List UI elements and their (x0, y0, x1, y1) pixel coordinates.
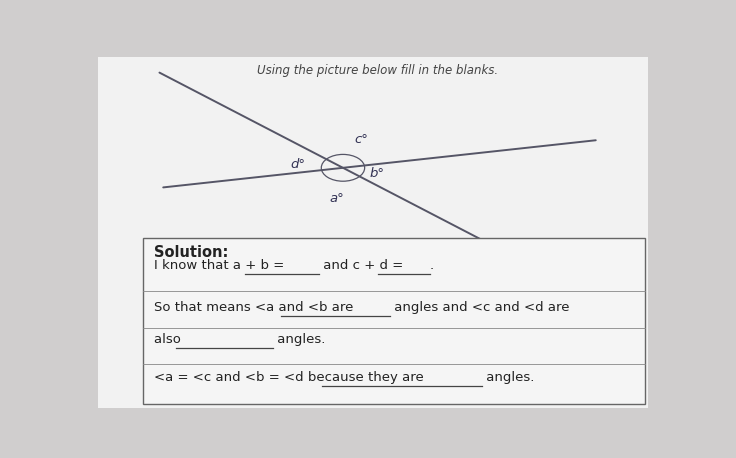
Text: angles.: angles. (273, 333, 326, 346)
Text: .: . (430, 259, 434, 272)
Text: b°: b° (369, 167, 384, 180)
Text: and c + d =: and c + d = (319, 259, 408, 272)
Text: also: also (154, 333, 185, 346)
Text: <a = <c and <b = <d because they are: <a = <c and <b = <d because they are (154, 371, 428, 384)
Text: d°: d° (290, 158, 305, 171)
Text: c°: c° (355, 133, 368, 146)
Text: a°: a° (330, 192, 344, 205)
Text: I know that a + b =: I know that a + b = (154, 259, 288, 272)
Text: So that means <a and <b are: So that means <a and <b are (154, 301, 357, 314)
Text: angles and <c and <d are: angles and <c and <d are (390, 301, 569, 314)
Text: Using the picture below fill in the blanks.: Using the picture below fill in the blan… (257, 64, 498, 77)
Bar (144, 238, 645, 404)
Text: angles.: angles. (482, 371, 534, 384)
Text: Solution:: Solution: (154, 245, 228, 261)
